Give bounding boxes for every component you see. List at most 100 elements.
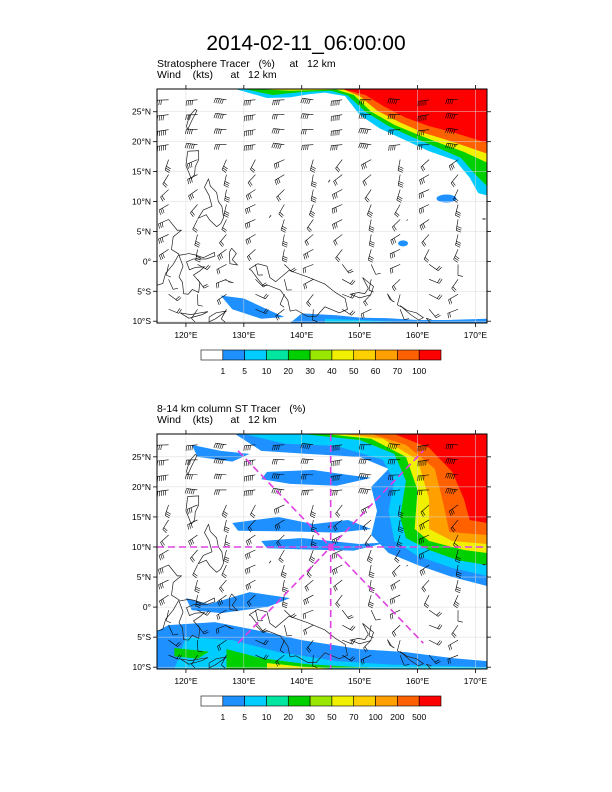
wind-barb-p1-60 <box>311 174 317 188</box>
wind-barb-p1-42 <box>416 144 430 150</box>
wind-barb-p2-150 <box>363 639 372 653</box>
wind-barb-p1-8 <box>387 98 401 105</box>
lat-label-p1-1: 20°N <box>132 137 151 147</box>
wind-barb-p1-93 <box>306 219 314 233</box>
wind-barb-p1-62 <box>362 174 372 187</box>
colorbar-label-p2-4: 30 <box>305 712 315 722</box>
wind-barb-p1-125 <box>284 264 297 273</box>
wind-barb-p1-6 <box>330 99 343 107</box>
wind-barb-p1-144 <box>197 294 203 307</box>
coastline-p2-8 <box>179 657 209 665</box>
colorbar-label-p1-9: 100 <box>412 366 426 376</box>
wind-barb-p1-111 <box>195 249 202 263</box>
wind-barb-p1-155 <box>191 309 198 323</box>
wind-barb-p2-93 <box>306 564 314 578</box>
wind-barb-p1-161 <box>360 308 372 319</box>
wind-barb-p2-48 <box>274 504 285 515</box>
lon-label-p2-0: 120°E <box>174 676 198 686</box>
wind-barb-p1-24 <box>213 128 227 135</box>
wind-barb-p2-109 <box>455 579 462 594</box>
wind-barb-p1-109 <box>455 234 462 248</box>
wind-barb-p1-116 <box>335 249 343 263</box>
colorbar-box-p2-7 <box>353 695 376 707</box>
wind-barb-p1-43 <box>445 142 459 150</box>
wind-barb-p1-146 <box>255 293 269 300</box>
wind-barb-p2-83 <box>331 549 343 560</box>
wind-barb-p1-7 <box>358 99 372 105</box>
colorbar-label-p1-6: 50 <box>349 366 359 376</box>
wind-barb-p2-45 <box>187 504 198 515</box>
wind-barb-p1-105 <box>333 234 343 246</box>
wind-barb-p2-88 <box>158 564 169 575</box>
wind-barb-p1-27 <box>300 129 314 135</box>
lat-label-p1-0: 25°N <box>132 107 151 117</box>
wind-barb-p2-29 <box>358 473 372 480</box>
wind-barb-p1-152 <box>428 294 443 300</box>
wind-barb-p2-38 <box>301 489 314 496</box>
wind-barb-p1-73 <box>364 189 372 203</box>
colorbar-label-p1-7: 60 <box>371 366 381 376</box>
coastline-p2-15 <box>269 560 272 564</box>
wind-barb-p2-98 <box>455 564 462 578</box>
wind-barb-p2-79 <box>223 549 230 564</box>
wind-barb-p2-27 <box>300 474 314 480</box>
coastline-p1-0 <box>186 108 198 130</box>
wind-barb-p2-18 <box>358 458 372 465</box>
wind-barb-p2-80 <box>245 549 256 560</box>
lon-label-p2-1: 130°E <box>232 676 256 686</box>
wind-barb-p1-82 <box>309 204 316 218</box>
coastline-p2-9 <box>208 656 227 669</box>
wind-barb-p1-49 <box>309 159 316 173</box>
wind-barb-p1-53 <box>420 159 430 172</box>
wind-barb-p1-106 <box>368 234 375 248</box>
wind-barb-p1-149 <box>342 293 356 299</box>
lat-label-p2-7: 10°S <box>132 662 151 672</box>
wind-barb-p1-108 <box>421 234 430 247</box>
wind-barb-p1-21 <box>445 113 459 120</box>
coastline-p1-16 <box>328 179 331 183</box>
wind-barb-p2-108 <box>421 579 430 593</box>
wind-barb-p1-95 <box>368 219 375 233</box>
tracer-streak-2-p2 <box>261 470 372 486</box>
wind-barb-p1-92 <box>280 219 287 233</box>
wind-barb-p1-52 <box>397 159 404 173</box>
wind-barb-p1-68 <box>224 189 231 203</box>
wind-barb-p1-59 <box>274 174 285 186</box>
coastline-p1-10 <box>349 277 374 299</box>
tracer-fill-south-1-p1 <box>220 295 285 319</box>
panel2-label-line1: 8-14 km column ST Tracer (%) <box>157 403 306 415</box>
wind-barb-p2-99 <box>158 579 169 590</box>
colorbar-box-p2-4 <box>287 695 311 707</box>
wind-barb-p2-119 <box>423 594 430 609</box>
colorbar-p2: 1 5 10 20 30 50 70 100 200 500 <box>200 695 442 722</box>
wind-barb-p2-54 <box>448 504 459 517</box>
wind-barb-p1-134 <box>215 279 227 289</box>
lon-label-p1-5: 170°E <box>464 330 488 340</box>
colorbar-box-p1-9 <box>397 349 420 361</box>
wind-barb-p2-15 <box>271 459 285 465</box>
wind-barb-p1-44 <box>164 159 171 173</box>
wind-barb-p2-46 <box>221 504 228 519</box>
wind-barb-p1-2 <box>213 97 227 105</box>
wind-barb-p2-3 <box>243 444 256 451</box>
wind-barb-p2-69 <box>245 534 256 546</box>
colorbar-box-p2-10 <box>418 695 442 707</box>
wind-barb-p1-121 <box>166 264 172 278</box>
colorbar-label-p2-0: 1 <box>220 712 225 722</box>
wind-barb-p2-74 <box>396 534 403 549</box>
wind-barb-p2-61 <box>333 519 343 532</box>
wind-barb-p2-157 <box>255 654 269 660</box>
wind-barb-p2-82 <box>309 549 316 564</box>
wind-barb-p2-155 <box>191 655 198 669</box>
wind-barb-p2-13 <box>213 458 227 465</box>
coastline-p2-16 <box>328 525 331 528</box>
tracer-fill-blob-1-p1 <box>398 240 409 247</box>
wind-barb-p2-8 <box>387 443 401 450</box>
lat-label-p1-4: 5°N <box>137 226 151 236</box>
wind-barb-p2-149 <box>342 639 356 645</box>
wind-barb-p2-146 <box>255 639 269 645</box>
wind-barb-p2-159 <box>312 655 318 668</box>
wind-barb-p2-112 <box>217 594 227 607</box>
wind-barb-p1-151 <box>397 294 402 308</box>
wind-barb-p1-153 <box>448 294 459 305</box>
